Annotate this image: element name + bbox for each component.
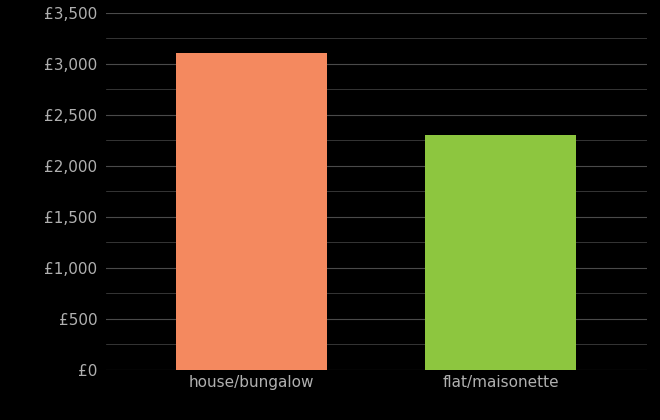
Bar xyxy=(425,135,576,370)
Bar xyxy=(176,53,327,370)
